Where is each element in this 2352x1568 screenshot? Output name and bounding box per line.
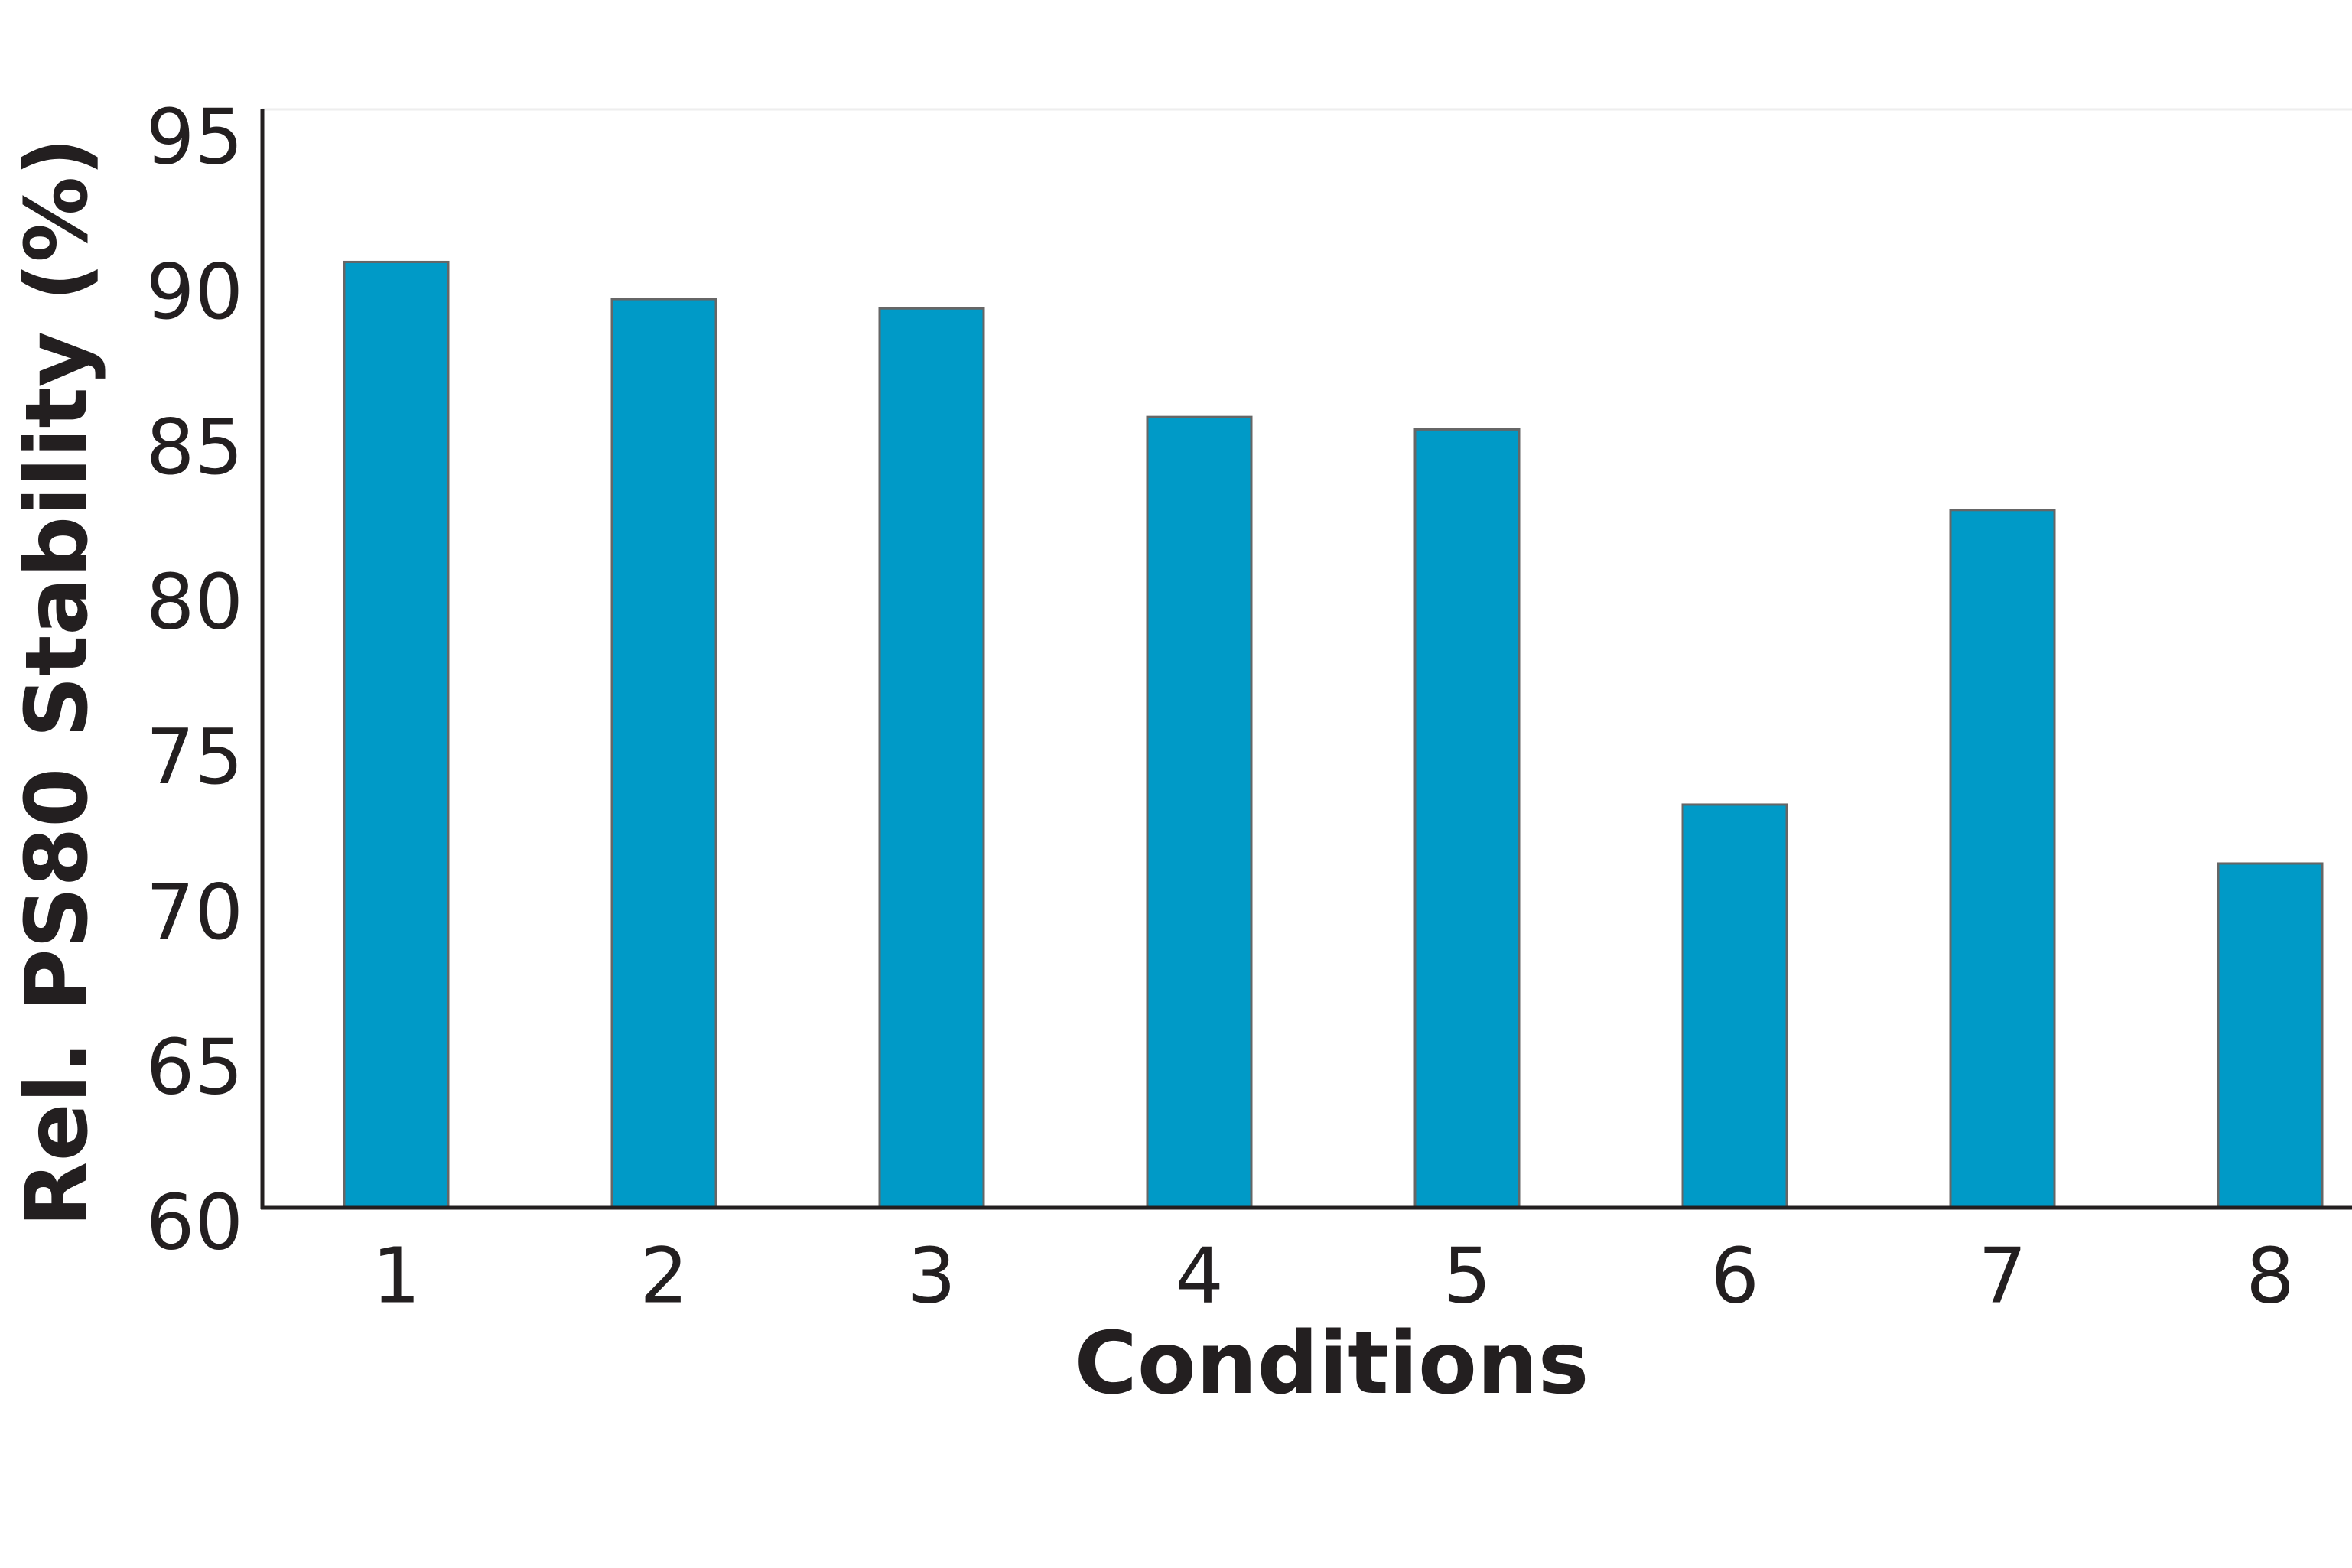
x-tick-label: 1: [372, 1231, 421, 1320]
y-axis-title: Rel. PS80 Stability (%): [8, 138, 107, 1228]
x-tick-label: 4: [1175, 1231, 1224, 1320]
x-tick-label: 6: [1710, 1231, 1759, 1320]
y-tick-label: 85: [146, 402, 243, 492]
y-tick-label: 80: [146, 557, 243, 646]
bar: [610, 298, 717, 1209]
y-tick-label: 65: [146, 1023, 243, 1112]
x-tick-label: 7: [1978, 1231, 2027, 1320]
y-tick-label: 95: [146, 92, 243, 181]
bar: [1413, 428, 1521, 1209]
x-tick-label: 5: [1443, 1231, 1492, 1320]
x-axis-title: Conditions: [1075, 1314, 1589, 1413]
bar: [343, 260, 450, 1209]
y-tick-label: 60: [146, 1177, 243, 1267]
bar: [1681, 803, 1788, 1209]
y-tick-label: 70: [146, 867, 243, 957]
y-tick-label: 90: [146, 247, 243, 337]
x-tick-label: 2: [639, 1231, 688, 1320]
x-tick-label: 8: [2246, 1231, 2295, 1320]
x-tick-label: 3: [907, 1231, 956, 1320]
bar: [2217, 862, 2324, 1209]
bar: [878, 307, 985, 1209]
bar: [1146, 415, 1253, 1209]
bar: [1949, 509, 2056, 1209]
y-tick-label: 75: [146, 712, 243, 802]
